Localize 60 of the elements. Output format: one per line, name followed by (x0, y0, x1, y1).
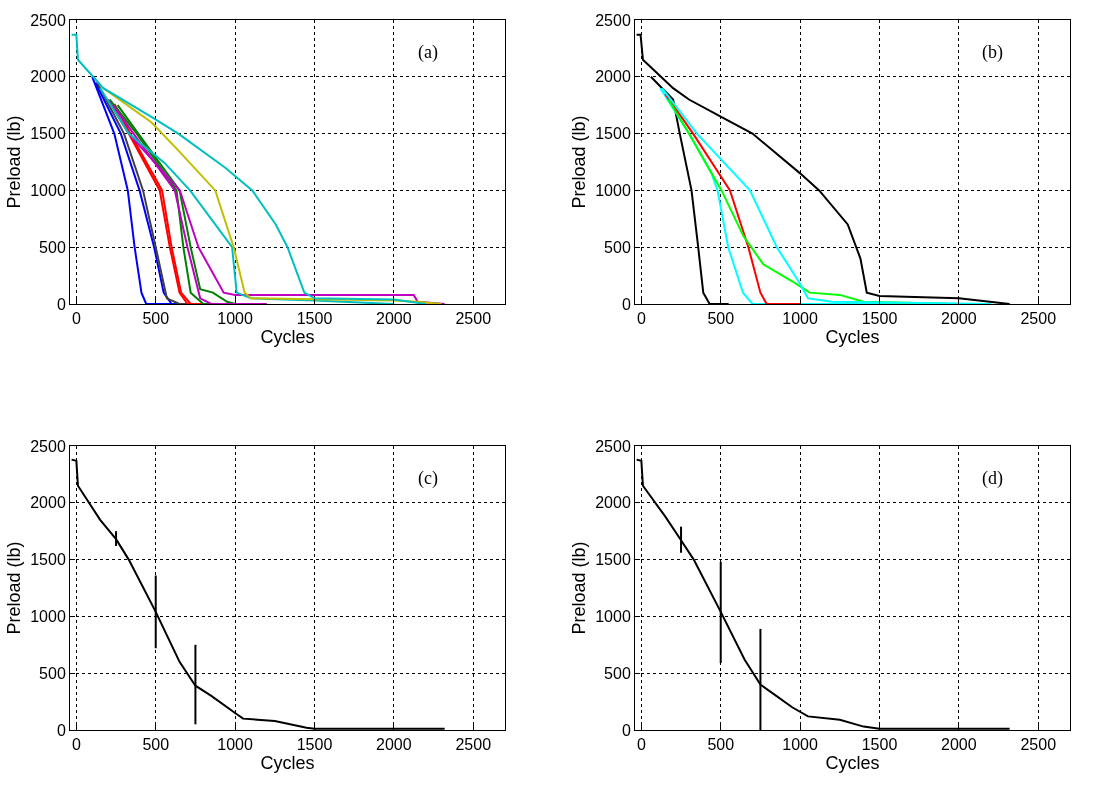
x-tick-label: 500 (142, 310, 170, 328)
x-tick-label: 0 (636, 310, 646, 328)
y-tick-label: 0 (56, 721, 66, 739)
y-tick-label: 2000 (30, 494, 66, 512)
x-tick-label: 2000 (376, 310, 412, 328)
x-tick-label: 2000 (941, 310, 977, 328)
y-tick-label: 1000 (595, 182, 631, 199)
y-tick-label: 500 (604, 664, 631, 682)
annotation: (a) (418, 42, 438, 63)
x-tick-label: 1000 (782, 310, 819, 328)
x-tick-label: 2500 (1020, 736, 1057, 754)
x-tick-label: 500 (707, 736, 735, 754)
x-tick-label: 1000 (217, 310, 254, 328)
y-tick-label: 2500 (595, 437, 631, 455)
x-tick-label: 2500 (1020, 310, 1057, 328)
y-tick-label: 1000 (30, 608, 66, 625)
x-tick-label: 1500 (861, 736, 898, 754)
y-axis-title: Preload (lb) (569, 115, 590, 209)
x-tick-label: 1500 (861, 310, 898, 328)
y-tick-label: 1500 (595, 551, 631, 569)
y-tick-label: 0 (621, 295, 631, 313)
x-tick-label: 1000 (217, 736, 254, 754)
y-tick-label: 1500 (595, 125, 631, 143)
x-tick-label: 0 (71, 736, 81, 754)
x-axis-title: Cycles (825, 753, 880, 774)
y-tick-label: 1500 (30, 125, 66, 143)
x-tick-label: 0 (71, 310, 81, 328)
y-tick-label: 0 (621, 721, 631, 739)
x-tick-label: 500 (142, 736, 170, 754)
annotation: (b) (982, 42, 1003, 63)
y-tick-label: 2500 (30, 11, 66, 29)
x-axis-title: Cycles (260, 753, 315, 774)
y-tick-label: 1000 (595, 608, 631, 625)
annotation: (d) (982, 468, 1003, 489)
x-axis-title: Cycles (260, 327, 315, 348)
x-tick-label: 2000 (376, 736, 412, 754)
x-axis-title: Cycles (825, 327, 880, 348)
x-tick-label: 2500 (455, 736, 492, 754)
y-tick-label: 2500 (595, 11, 631, 29)
x-tick-label: 2500 (455, 310, 492, 328)
y-tick-label: 500 (604, 238, 631, 256)
x-tick-label: 0 (636, 736, 646, 754)
y-tick-label: 1500 (30, 551, 66, 569)
y-tick-label: 500 (39, 664, 66, 682)
x-tick-label: 1000 (782, 736, 819, 754)
y-tick-label: 500 (39, 238, 66, 256)
x-tick-label: 2000 (941, 736, 977, 754)
y-axis-title: Preload (lb) (569, 541, 590, 635)
y-tick-label: 2000 (595, 68, 631, 86)
y-tick-label: 2000 (595, 494, 631, 512)
annotation: (c) (418, 468, 438, 489)
y-axis-title: Preload (lb) (4, 115, 25, 209)
x-tick-label: 1500 (296, 736, 333, 754)
y-tick-label: 1000 (30, 182, 66, 199)
y-tick-label: 2000 (30, 68, 66, 86)
y-tick-label: 0 (56, 295, 66, 313)
y-tick-label: 2500 (30, 437, 66, 455)
y-axis-title: Preload (lb) (4, 541, 25, 635)
x-tick-label: 1500 (296, 310, 333, 328)
x-tick-label: 500 (707, 310, 735, 328)
